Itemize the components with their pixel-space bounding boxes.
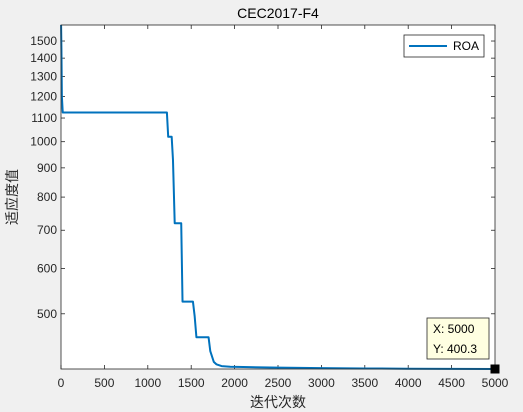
y-tick-label: 800 <box>37 190 57 204</box>
plot-area-border <box>60 24 496 370</box>
legend[interactable]: ROA <box>403 34 485 58</box>
y-axis-label: 适应度值 <box>4 169 21 225</box>
x-tick-label: 2000 <box>221 376 248 390</box>
x-tick-label: 2500 <box>265 376 292 390</box>
data-tip-box <box>426 317 490 360</box>
y-tick-label: 1200 <box>30 89 57 103</box>
y-tick-label: 1000 <box>30 135 57 149</box>
y-axis-ticks: 500 600 700 800 900 1000 1100 1200 1300 1400 1500 <box>30 34 495 321</box>
y-tick-label: 900 <box>37 161 57 175</box>
y-tick-label: 1100 <box>31 111 57 125</box>
x-axis-label: 迭代次数 <box>250 395 306 411</box>
x-tick-label: 1500 <box>178 376 205 390</box>
y-tick-label: 1400 <box>30 51 57 65</box>
x-tick-label: 3500 <box>351 376 378 390</box>
legend-label-roa: ROA <box>453 39 479 53</box>
y-tick-label: 600 <box>37 262 57 276</box>
y-tick-label: 700 <box>37 223 57 237</box>
chart-title: CEC2017-F4 <box>237 5 319 21</box>
x-tick-label: 5000 <box>482 376 509 390</box>
x-tick-label: 4000 <box>395 376 422 390</box>
data-tip-marker[interactable] <box>490 364 500 374</box>
x-tick-label: 1000 <box>134 376 161 390</box>
y-tick-label: 1300 <box>30 70 57 84</box>
series-line-roa[interactable] <box>60 24 496 370</box>
data-tip-y: Y: 400.3 <box>433 342 477 356</box>
x-tick-label: 4500 <box>438 376 465 390</box>
x-tick-label: 3000 <box>308 376 335 390</box>
plot-area-background <box>61 25 495 369</box>
series-layer <box>60 24 496 370</box>
x-tick-label: 0 <box>58 376 65 390</box>
y-tick-label: 500 <box>37 307 57 321</box>
x-tick-label: 500 <box>94 376 114 390</box>
y-tick-label: 1500 <box>30 34 57 48</box>
x-axis-ticks: 0 500 1000 1500 2000 2500 3000 3500 4000 4500 5000 <box>58 25 509 390</box>
data-tip-x: X: 5000 <box>433 322 475 336</box>
data-tip[interactable]: X: 5000 Y: 400.3 <box>426 317 500 374</box>
